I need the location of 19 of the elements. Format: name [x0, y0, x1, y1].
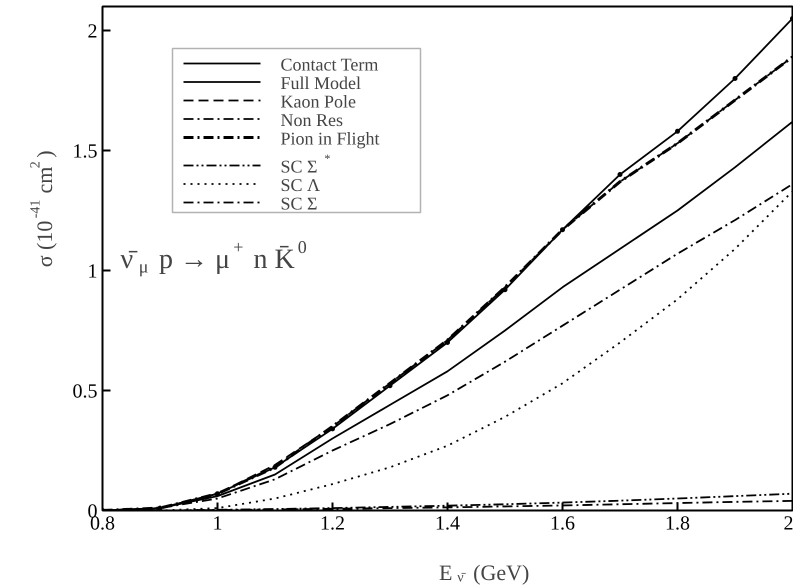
legend-label: Non Res — [280, 110, 343, 130]
x-tick-label: 1 — [212, 512, 222, 534]
y-tick-label: 0.5 — [72, 380, 98, 402]
legend-label: SC Σ* — [280, 151, 330, 176]
y-tick-label: 2 — [88, 20, 98, 42]
legend-label: Contact Term — [280, 54, 378, 74]
legend-label: Kaon Pole — [280, 92, 356, 112]
legend-label: SC Λ — [280, 175, 320, 195]
legend-label: SC Σ — [280, 194, 318, 214]
x-tick-label: 1.4 — [435, 512, 460, 534]
x-tick-label: 1.8 — [665, 512, 690, 534]
legend-label: Full Model — [280, 73, 362, 93]
legend-label: Pion in Flight — [280, 128, 380, 148]
y-tick-label: 1.5 — [72, 140, 98, 162]
x-tick-label: 1.6 — [550, 512, 575, 534]
y-axis-title: σ (10-41cm2) — [28, 150, 57, 268]
x-tick-label: 2 — [784, 512, 793, 534]
x-tick-label: 1.2 — [320, 512, 345, 534]
y-tick-label: 1 — [88, 260, 98, 282]
